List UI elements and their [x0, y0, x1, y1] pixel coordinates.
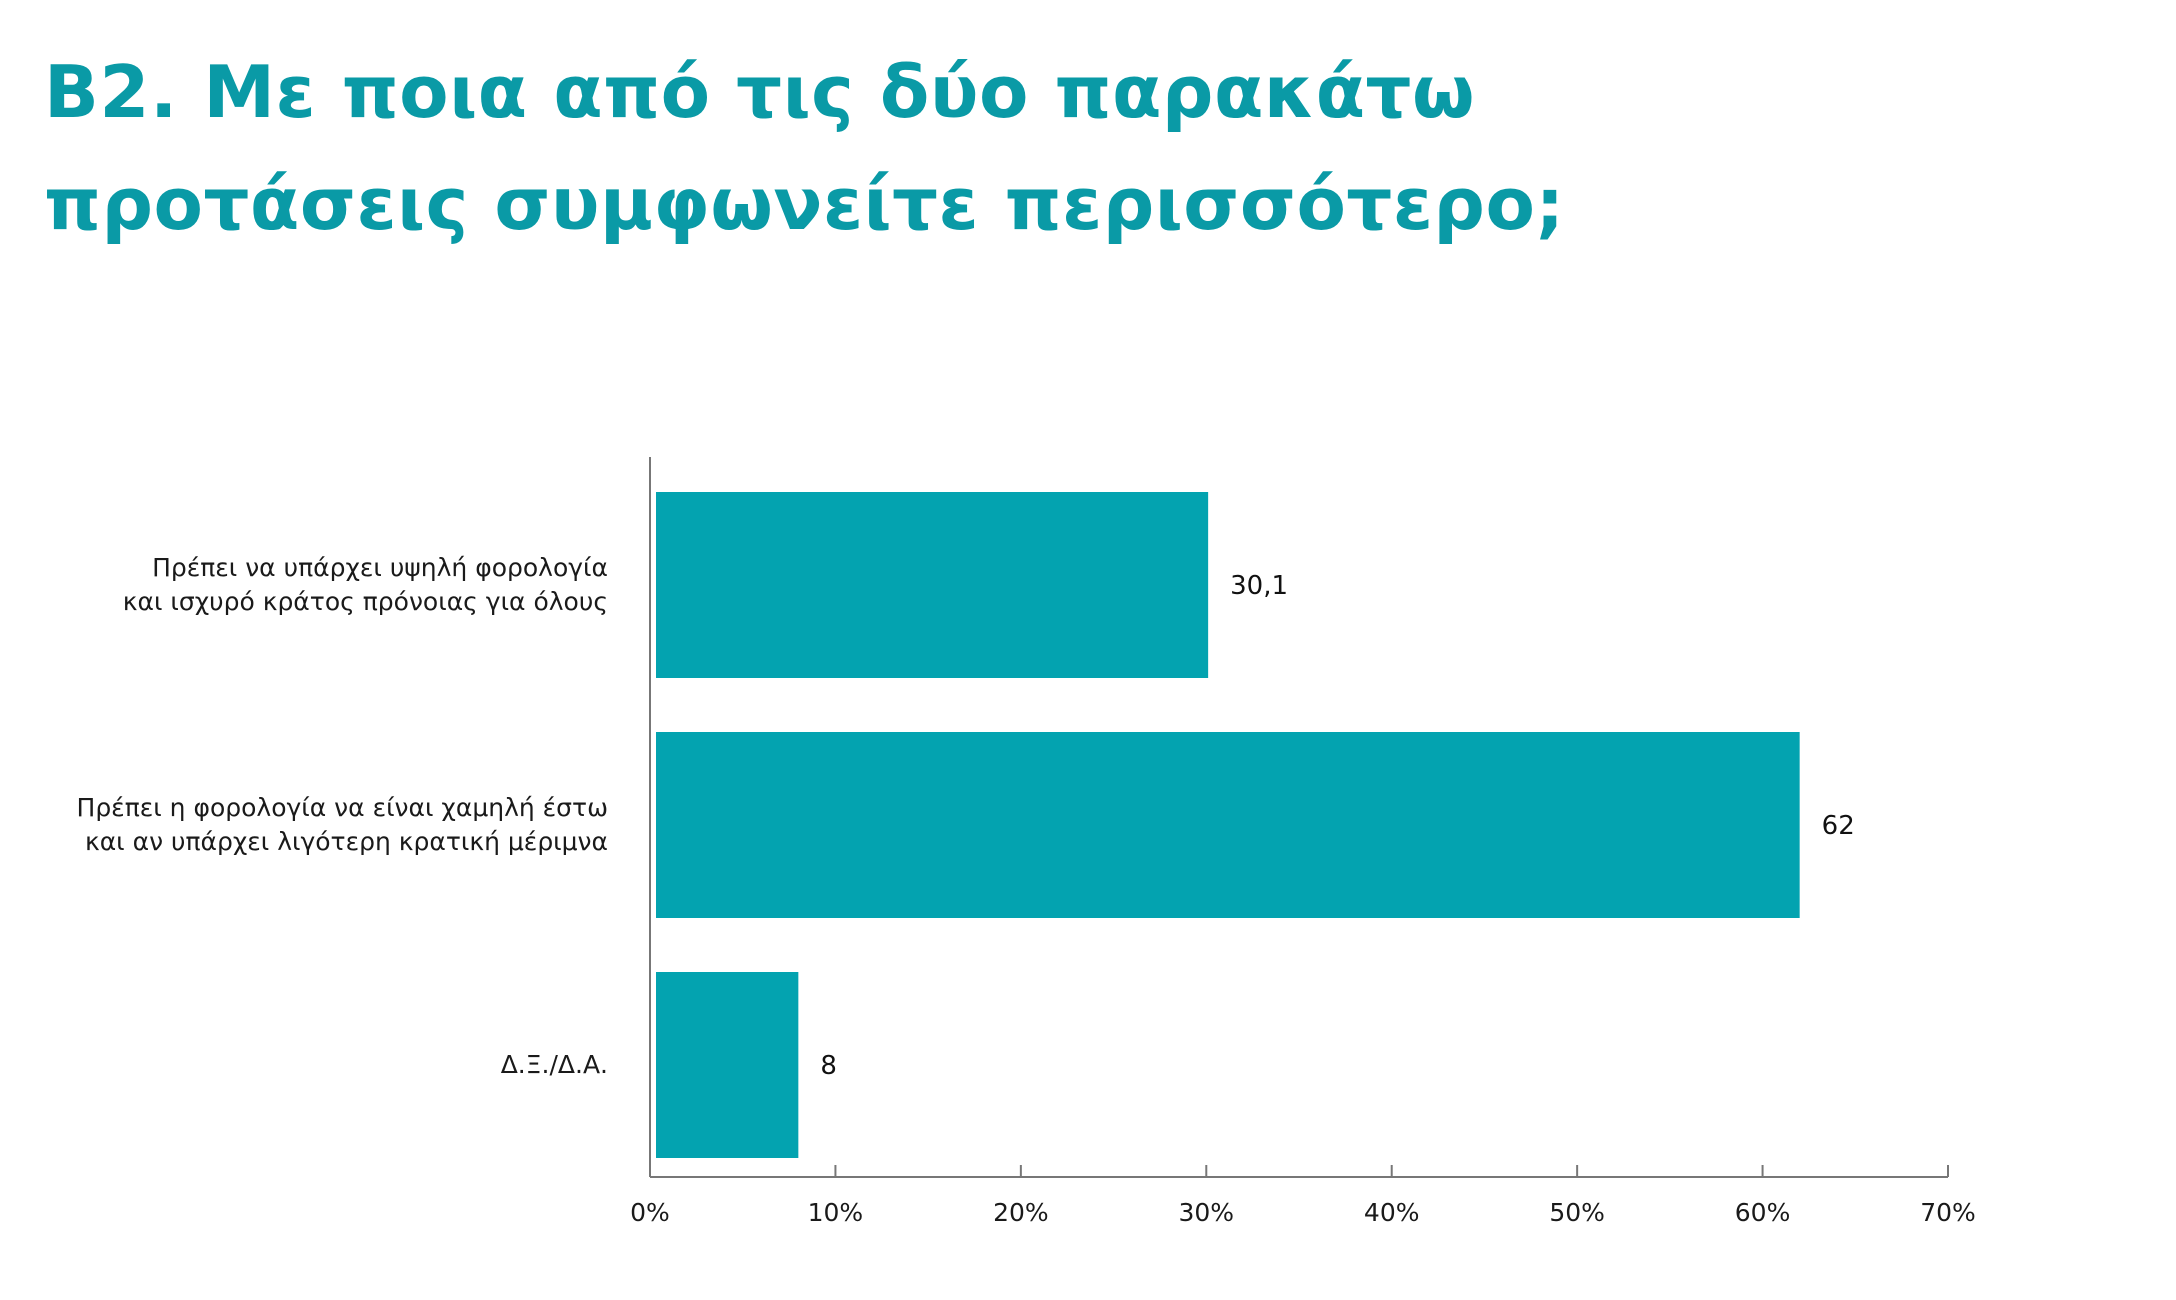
- value-label-2: 62: [1822, 811, 1855, 841]
- category-label-1-line-2: και ισχυρό κράτος πρόνοιας για όλους: [123, 587, 608, 616]
- x-tick-label-30: 30%: [1178, 1198, 1234, 1227]
- x-tick-label-70: 70%: [1920, 1198, 1976, 1227]
- category-label-2-line-1: Πρέπει η φορολογία να είναι χαμηλή έστω: [77, 793, 608, 822]
- x-tick-label-60: 60%: [1735, 1198, 1791, 1227]
- bar-2: [656, 732, 1800, 918]
- x-tick-label-50: 50%: [1549, 1198, 1605, 1227]
- category-label-2-line-2: και αν υπάρχει λιγότερη κρατική μέριμνα: [85, 827, 608, 856]
- category-label-1-line-1: Πρέπει να υπάρχει υψηλή φορολογία: [152, 553, 608, 582]
- category-label-3-line-1: Δ.Ξ./Δ.Α.: [501, 1050, 608, 1079]
- x-tick-label-10: 10%: [808, 1198, 864, 1227]
- bar-3: [656, 972, 799, 1158]
- axis-layer: 0% 10% 20% 30% 40% 50% 60% 70%: [630, 457, 1976, 1227]
- category-label-1: Πρέπει να υπάρχει υψηλή φορολογία και ισχ…: [123, 553, 608, 616]
- bars-layer: [656, 492, 1800, 1158]
- chart-title: B2. Με ποια από τις δύο παρακάτω προτάσε…: [44, 36, 2044, 260]
- labels-layer: 30,1 Πρέπει να υπάρχει υψηλή φορολογία και…: [77, 553, 1855, 1081]
- x-tick-label-40: 40%: [1364, 1198, 1420, 1227]
- chart-title-line-1: B2. Με ποια από τις δύο παρακάτω: [44, 50, 1476, 134]
- chart-title-line-2: προτάσεις συμφωνείτε περισσότερο;: [44, 162, 1565, 246]
- x-tick-label-0: 0%: [630, 1198, 670, 1227]
- value-label-3: 8: [820, 1051, 837, 1081]
- bar-1: [656, 492, 1209, 678]
- category-label-2: Πρέπει η φορολογία να είναι χαμηλή έστω κ…: [77, 793, 608, 856]
- value-label-1: 30,1: [1230, 571, 1288, 601]
- category-label-3: Δ.Ξ./Δ.Α.: [501, 1050, 608, 1079]
- x-tick-label-20: 20%: [993, 1198, 1049, 1227]
